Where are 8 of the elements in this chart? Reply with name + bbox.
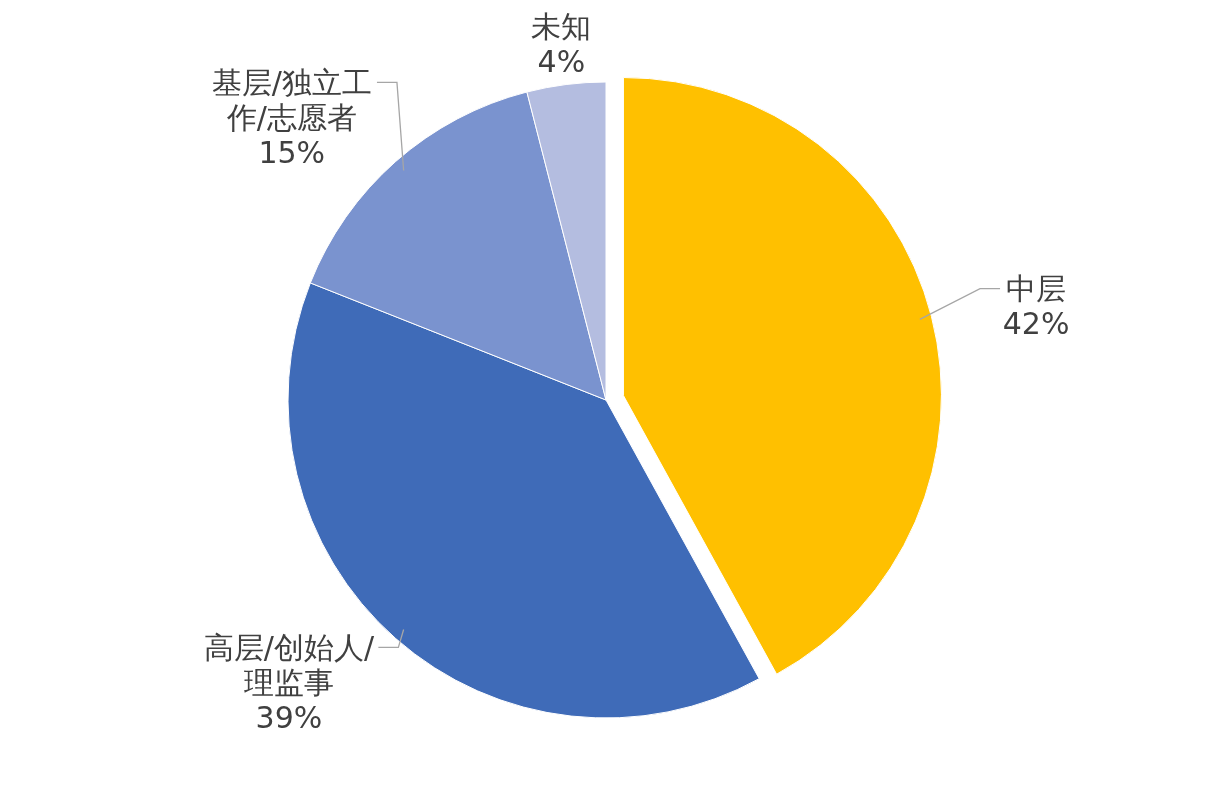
data-label: 4%	[537, 43, 586, 79]
slice-label: 未知	[531, 8, 592, 44]
data-label: 15%	[258, 135, 326, 171]
slice-label: 基层/独立工作/志愿者	[211, 64, 372, 135]
data-label: 39%	[255, 700, 323, 736]
data-label: 42%	[1002, 306, 1070, 342]
slice-label: 高层/创始人/理监事	[203, 629, 375, 701]
slice-label: 中层	[1006, 271, 1067, 307]
